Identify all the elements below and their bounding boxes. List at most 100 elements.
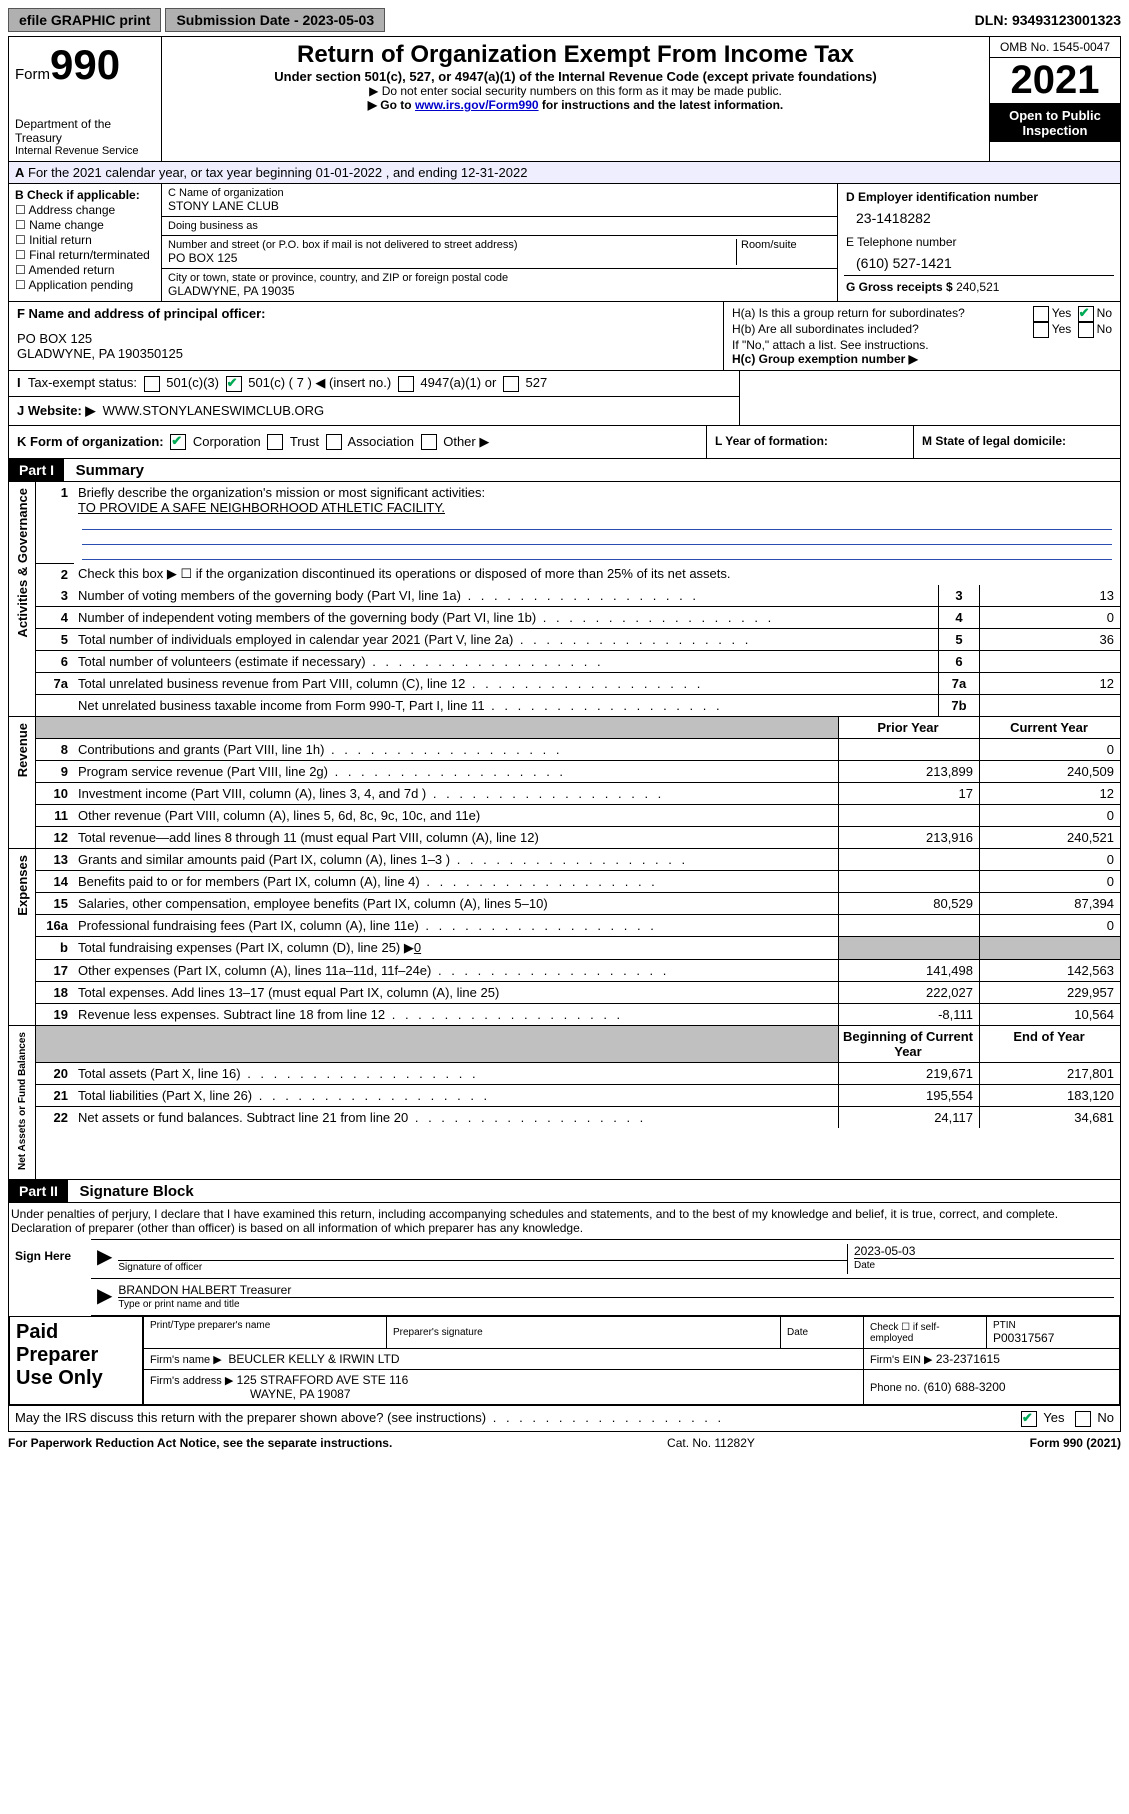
- r10-c: 12: [980, 783, 1121, 805]
- chk-pending[interactable]: Application pending: [15, 278, 155, 292]
- chk-amended[interactable]: Amended return: [15, 263, 155, 277]
- hc-row: H(c) Group exemption number ▶: [732, 352, 1112, 366]
- street-cell: Number and street (or P.O. box if mail i…: [162, 236, 837, 269]
- e18-c: 229,957: [980, 982, 1121, 1004]
- hb-no-chk[interactable]: [1078, 322, 1094, 338]
- city-val: GLADWYNE, PA 19035: [168, 284, 831, 298]
- r9-p: 213,899: [839, 761, 980, 783]
- j-row: J Website: ▶ WWW.STONYLANESWIMCLUB.ORG: [9, 397, 739, 425]
- chk-name-change[interactable]: Name change: [15, 218, 155, 232]
- dept-treasury: Department of the Treasury: [15, 117, 155, 145]
- sign-body: ▶ Signature of officer 2023-05-03 Date ▶…: [91, 1239, 1120, 1316]
- k-o1: Corporation: [193, 434, 261, 449]
- footer: For Paperwork Reduction Act Notice, see …: [8, 1432, 1121, 1450]
- ppu-h4: Check ☐ if self-employed: [864, 1317, 987, 1349]
- i-o1: 501(c)(3): [166, 375, 219, 390]
- entity-row: B Check if applicable: Address change Na…: [9, 184, 1120, 302]
- n22-c: 34,681: [980, 1107, 1121, 1129]
- ein-row: D Employer identification number 23-1418…: [844, 186, 1114, 230]
- gross-lbl: G Gross receipts $: [846, 280, 953, 294]
- sect-revenue: Revenue Prior YearCurrent Year 8Contribu…: [9, 717, 1120, 849]
- part-i-title: Summary: [68, 462, 144, 479]
- part-ii-title: Signature Block: [72, 1183, 194, 1200]
- phone-val: (610) 527-1421: [846, 249, 1112, 271]
- i-o4: 527: [526, 375, 548, 390]
- k-other-chk[interactable]: [421, 434, 437, 450]
- e17-p: 141,498: [839, 960, 980, 982]
- e16a-c: 0: [980, 915, 1121, 937]
- chk-address-change[interactable]: Address change: [15, 203, 155, 217]
- r12-t: Total revenue—add lines 8 through 11 (mu…: [78, 830, 539, 845]
- line-18: 18Total expenses. Add lines 13–17 (must …: [36, 982, 1120, 1004]
- irs-link[interactable]: www.irs.gov/Form990: [415, 98, 539, 112]
- submission-date-button[interactable]: Submission Date - 2023-05-03: [165, 8, 385, 32]
- i-501c3-chk[interactable]: [144, 376, 160, 392]
- ppu-h3: Date: [787, 1327, 857, 1338]
- ppu-lbl: Paid Preparer Use Only: [9, 1316, 143, 1405]
- ha-yes-chk[interactable]: [1033, 306, 1049, 322]
- hb-yes-chk[interactable]: [1033, 322, 1049, 338]
- sig-date: 2023-05-03: [854, 1244, 1114, 1258]
- sign-here-block: Sign Here ▶ Signature of officer 2023-05…: [9, 1239, 1120, 1316]
- form-container: Form990 Department of the Treasury Inter…: [8, 36, 1121, 1432]
- hdr-current: Current Year: [980, 717, 1121, 739]
- org-name-cell: C Name of organization STONY LANE CLUB: [162, 184, 837, 217]
- i-501c-chk[interactable]: [226, 376, 242, 392]
- line-1: 1 Briefly describe the organization's mi…: [36, 482, 1120, 563]
- k-corp-chk[interactable]: [170, 434, 186, 450]
- hb-text: H(b) Are all subordinates included?: [732, 322, 919, 338]
- line-15: 15Salaries, other compensation, employee…: [36, 893, 1120, 915]
- l3-v: 13: [980, 585, 1121, 607]
- f-officer: F Name and address of principal officer:…: [9, 302, 724, 370]
- efile-button[interactable]: efile GRAPHIC print: [8, 8, 161, 32]
- i-4947-chk[interactable]: [398, 376, 414, 392]
- line-2: 2 Check this box ▶ ☐ if the organization…: [36, 563, 1120, 585]
- e13-t: Grants and similar amounts paid (Part IX…: [78, 852, 688, 867]
- line-17: 17Other expenses (Part IX, column (A), l…: [36, 960, 1120, 982]
- r12-c: 240,521: [980, 827, 1121, 849]
- chk-final-return[interactable]: Final return/terminated: [15, 248, 155, 262]
- row-a-taxyear: A For the 2021 calendar year, or tax yea…: [9, 162, 1120, 184]
- ha-no: No: [1097, 306, 1112, 320]
- line-14: 14Benefits paid to or for members (Part …: [36, 871, 1120, 893]
- na-hdr: Beginning of Current YearEnd of Year: [36, 1026, 1120, 1063]
- s2-text: Check this box ▶ ☐ if the organization d…: [74, 563, 1120, 585]
- room-lbl: Room/suite: [741, 239, 831, 251]
- form-prefix: Form: [15, 66, 50, 83]
- i-527-chk[interactable]: [503, 376, 519, 392]
- e16b-c: [980, 937, 1121, 960]
- s1-lbl: Briefly describe the organization's miss…: [78, 485, 485, 500]
- e14-c: 0: [980, 871, 1121, 893]
- k-trust-chk[interactable]: [267, 434, 283, 450]
- e15-c: 87,394: [980, 893, 1121, 915]
- f-l2: GLADWYNE, PA 190350125: [17, 346, 715, 361]
- line-20: 20Total assets (Part X, line 16)219,6712…: [36, 1063, 1120, 1085]
- n20-t: Total assets (Part X, line 16): [78, 1066, 479, 1081]
- dln-text: DLN: 93493123001323: [975, 12, 1121, 28]
- e16b-t: Total fundraising expenses (Part IX, col…: [78, 940, 414, 955]
- ppu-row-2: Firm's name ▶ BEUCLER KELLY & IRWIN LTD …: [144, 1349, 1120, 1370]
- sect-netassets: Net Assets or Fund Balances Beginning of…: [9, 1026, 1120, 1179]
- l4-v: 0: [980, 607, 1121, 629]
- may-no-chk[interactable]: [1075, 1411, 1091, 1427]
- hb-row: H(b) Are all subordinates included? Yes …: [732, 322, 1112, 338]
- gross-row: G Gross receipts $ 240,521: [844, 275, 1114, 298]
- line-21: 21Total liabilities (Part X, line 26)195…: [36, 1085, 1120, 1107]
- may-no: No: [1097, 1410, 1114, 1425]
- may-yes-chk[interactable]: [1021, 1411, 1037, 1427]
- ein-val: 23-1418282: [846, 204, 1112, 226]
- e19-t: Revenue less expenses. Subtract line 18 …: [78, 1007, 623, 1022]
- col-d: D Employer identification number 23-1418…: [838, 184, 1120, 301]
- arrow-icon-2: ▶: [97, 1283, 112, 1311]
- r10-p: 17: [839, 783, 980, 805]
- ha-no-chk[interactable]: [1078, 306, 1094, 322]
- k-assoc-chk[interactable]: [326, 434, 342, 450]
- l-year: L Year of formation:: [707, 426, 914, 459]
- may-discuss-row: May the IRS discuss this return with the…: [9, 1405, 1120, 1431]
- summary-table-na: Beginning of Current YearEnd of Year 20T…: [36, 1026, 1120, 1128]
- l4-t: Number of independent voting members of …: [78, 610, 774, 625]
- city-cell: City or town, state or province, country…: [162, 269, 837, 301]
- ppu-row-1: Print/Type preparer's name Preparer's si…: [144, 1317, 1120, 1349]
- sign-here-lbl: Sign Here: [9, 1239, 91, 1316]
- chk-initial-return[interactable]: Initial return: [15, 233, 155, 247]
